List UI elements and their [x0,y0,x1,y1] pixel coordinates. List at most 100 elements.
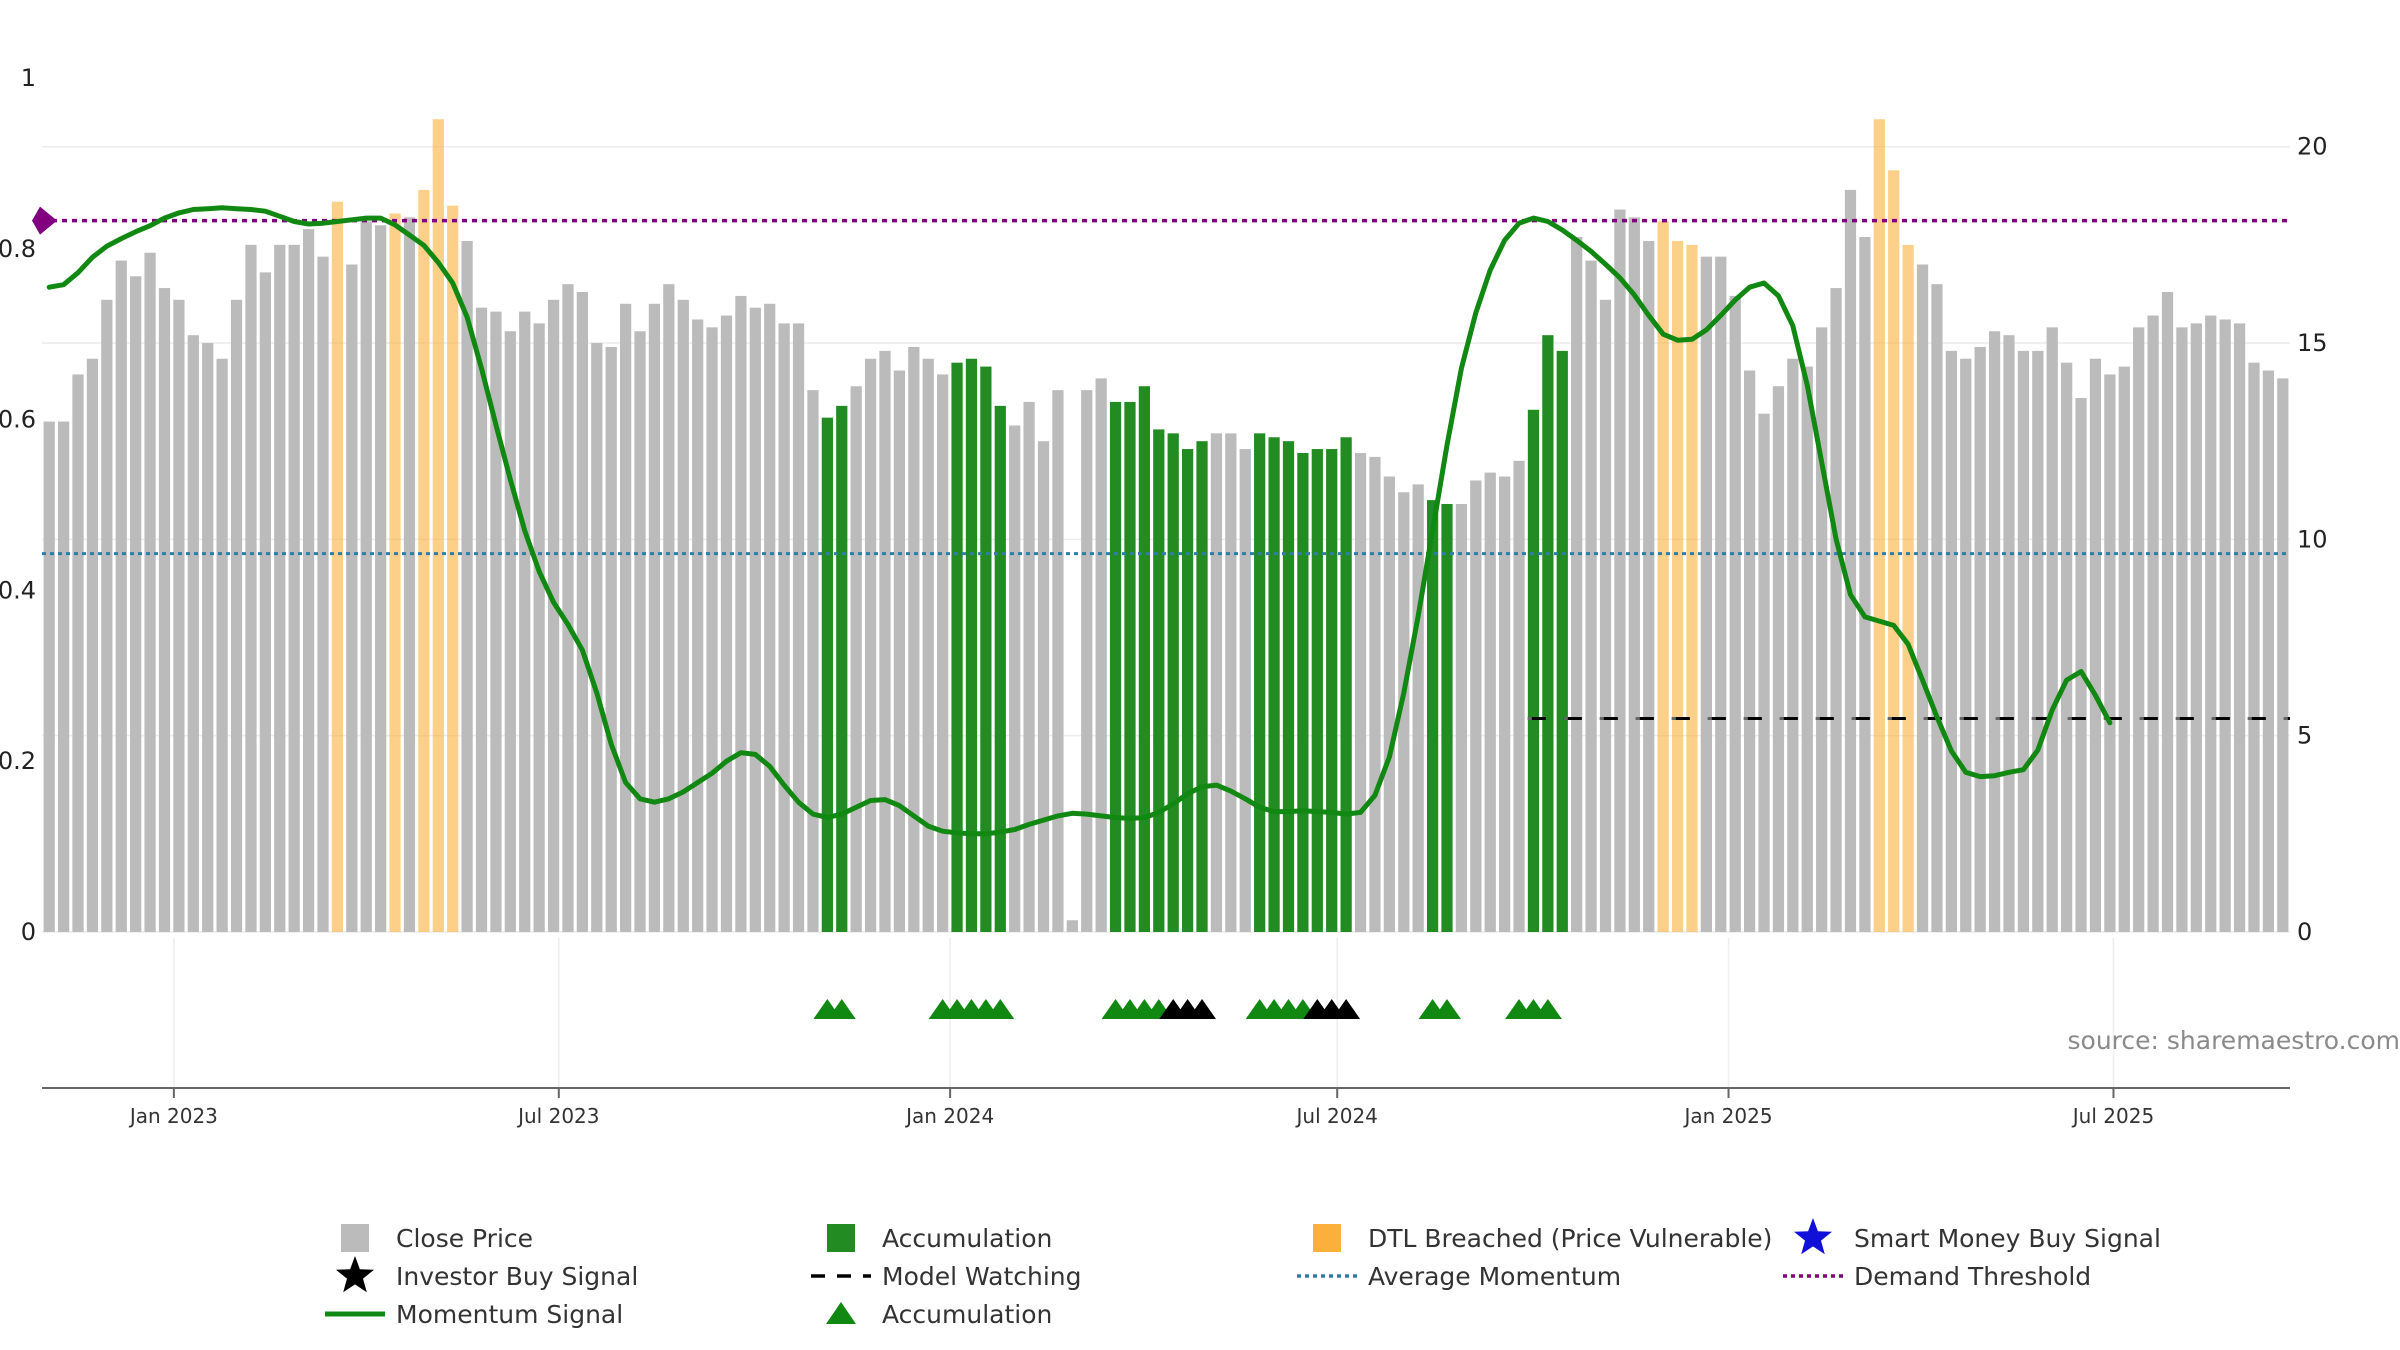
price-bar [504,331,516,933]
x-tick-label: Jan 2024 [904,1104,994,1128]
price-bar [2161,291,2174,932]
accumulation-bar [1311,449,1323,932]
grid-layer [42,145,2290,1088]
price-bar [720,315,733,932]
accumulation-bar [1268,437,1280,932]
investor-buy-triangle [1188,999,1217,1019]
x-tick-label: Jul 2023 [516,1104,599,1128]
price-bar [202,343,214,932]
price-bar [648,303,661,932]
price-bar [1513,460,1525,932]
y-right-tick-label: 10 [2297,525,2328,553]
price-bar [1787,358,1799,932]
price-bar [1239,449,1251,932]
price-bar [144,252,156,932]
price-bar [1081,390,1093,932]
price-bar [519,311,531,932]
price-bar [403,217,416,933]
y-left-tick-label: 1 [21,64,36,92]
price-bar [1095,378,1107,932]
x-tick-label: Jul 2024 [1295,1104,1378,1128]
accumulation-bar [1441,504,1453,932]
price-bar [1066,920,1078,932]
accumulation-bar [1326,449,1338,932]
price-bar [2205,315,2217,932]
legend-label-average-momentum: Average Momentum [1368,1262,1621,1291]
y-right-tick-label: 15 [2297,329,2328,357]
price-bar [706,327,718,932]
accumulation-bar [1556,350,1568,933]
price-bar [230,299,243,932]
price-bar [1455,504,1468,932]
price-bar [115,260,127,932]
accumulation-bar [1153,429,1165,932]
price-bar [792,323,805,932]
y-right-tick-label: 5 [2297,722,2312,750]
price-bar [274,244,286,933]
source-note: source: sharemaestro.com [2068,1026,2400,1055]
price-bar [1225,433,1237,932]
price-bar [605,346,617,932]
price-bar [2133,327,2145,932]
price-bar [2061,362,2073,933]
price-bar [735,295,747,932]
price-bar [1931,284,1943,932]
lines-layer [32,205,2290,837]
accumulation-bar [836,405,848,932]
accumulation-bar [994,405,1006,932]
price-bar [57,421,70,932]
accumulation-bar [1138,386,1151,932]
accumulation-triangle [1533,999,1562,1019]
price-bar [43,421,55,932]
x-tick-label: Jan 2025 [1682,1104,1772,1128]
legend-label-accumulation: Accumulation [882,1300,1052,1329]
price-bar [1700,256,1713,933]
dtl-breached-bar [1902,244,1914,933]
dtl-breached-bar [1888,170,1900,933]
y-left-tick-label: 0.2 [0,747,36,775]
price-bar [533,323,545,932]
price-bar [2233,323,2246,932]
legend-label-dtl-breached-price-vulnerable: DTL Breached (Price Vulnerable) [1368,1224,1772,1253]
price-bar [158,288,171,933]
legend-label-momentum-signal: Momentum Signal [396,1300,623,1329]
accumulation-bar [1542,335,1554,932]
accumulation-triangle [1433,999,1461,1019]
price-bar [346,264,358,932]
dtl-breached-bar [331,201,344,933]
price-bar [619,303,632,932]
legend-swatch-investor-buy-signal [336,1256,374,1293]
price-bar [2032,350,2044,933]
price-bar [1844,189,1857,932]
dtl-breached-bar [418,189,430,932]
price-bar [937,374,949,932]
price-bar [1772,386,1785,932]
y-left-tick-label: 0.6 [0,406,36,434]
x-tick-label: Jul 2025 [2071,1104,2154,1128]
price-bar [864,358,877,932]
legend-label-demand-threshold: Demand Threshold [1854,1262,2091,1291]
price-bar [173,299,185,932]
legend-label-smart-money-buy-signal: Smart Money Buy Signal [1854,1224,2161,1253]
price-bar [475,307,488,933]
price-bar [1988,331,2001,933]
price-bar [2147,315,2159,932]
accumulation-bar [1254,433,1266,932]
accumulation-triangle [986,999,1015,1019]
accumulation-bar [1124,401,1136,932]
price-bar [1758,413,1770,933]
price-bar [1354,452,1367,932]
price-bar [216,358,228,932]
price-bar [1859,237,1871,932]
price-bar [302,229,315,932]
legend-swatch-smart-money-buy-signal [1794,1218,1832,1255]
accumulation-bar [1426,500,1439,932]
price-bar [893,370,906,932]
price-bar [259,272,271,932]
price-bar [2176,327,2188,932]
price-bar [1499,476,1511,932]
price-bar [1614,209,1626,932]
markers-layer [813,999,1562,1019]
price-bar [2003,335,2015,932]
